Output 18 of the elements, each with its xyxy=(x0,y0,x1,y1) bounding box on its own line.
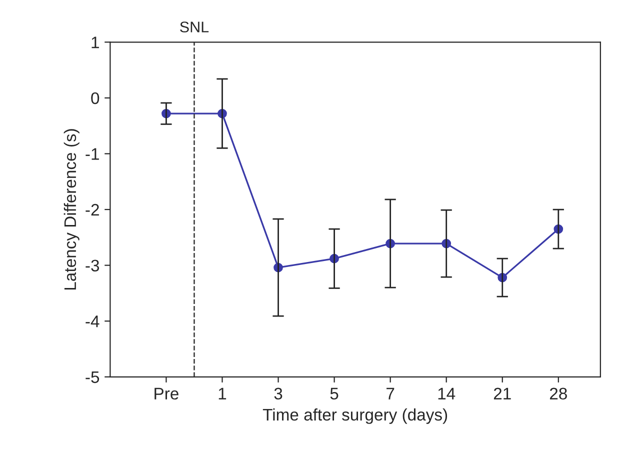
x-axis-title: Time after surgery (days) xyxy=(262,408,448,424)
x-tick-label: Pre xyxy=(154,388,178,400)
text: SNL xyxy=(180,22,209,32)
x-tick-label: 21 xyxy=(494,388,511,400)
y-tick-label: -3 xyxy=(86,260,100,272)
x-tick-label: 1 xyxy=(218,388,226,400)
x-tick-label: 14 xyxy=(438,388,456,400)
y-tick-label: -4 xyxy=(86,316,100,328)
y-tick-label: 0 xyxy=(91,92,100,104)
x-tick-label: 28 xyxy=(550,388,567,400)
y-axis-title: Latency Difference (s) xyxy=(64,129,80,290)
x-tick-label: 7 xyxy=(386,388,394,400)
x-tick-label: 3 xyxy=(274,388,282,400)
x-tick-label: 5 xyxy=(330,388,338,400)
y-tick-label: 1 xyxy=(92,36,99,48)
y-tick-label: -1 xyxy=(86,148,99,160)
y-tick-label: -2 xyxy=(86,204,99,216)
y-tick-label: -5 xyxy=(86,371,100,384)
